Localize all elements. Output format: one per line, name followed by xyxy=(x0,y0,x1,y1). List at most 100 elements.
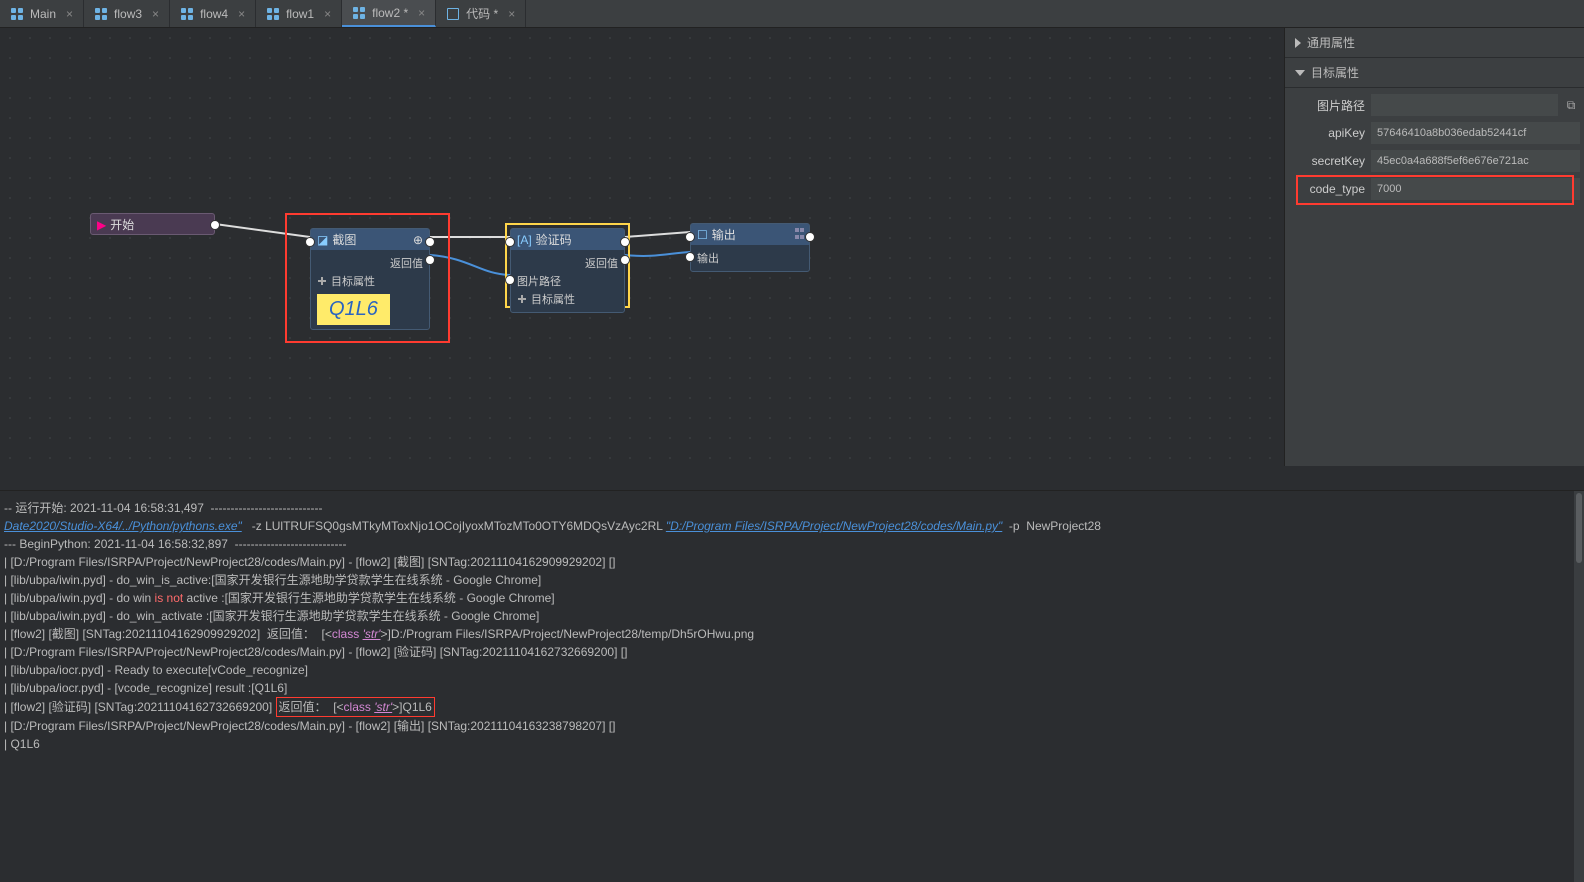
expand-icon[interactable] xyxy=(317,276,327,286)
flow-icon xyxy=(94,7,108,21)
tab-label: flow3 xyxy=(114,7,142,21)
port-in-path[interactable] xyxy=(505,275,515,285)
tab-label: Main xyxy=(30,7,56,21)
prop-label-codetype: code_type xyxy=(1293,182,1371,196)
prop-label-apikey: apiKey xyxy=(1293,126,1371,140)
port-in[interactable] xyxy=(305,237,315,247)
console-line: | [lib/ubpa/iocr.pyd] - [vcode_recognize… xyxy=(4,679,1580,697)
code-icon xyxy=(446,7,460,21)
console-line: | [D:/Program Files/ISRPA/Project/NewPro… xyxy=(4,553,1580,571)
prop-row-apikey: apiKey 57646410a8b036edab52441cf xyxy=(1293,122,1580,144)
play-icon: ▶ xyxy=(97,218,106,232)
tab-label: flow2 * xyxy=(372,6,408,20)
console-line: | [lib/ubpa/iwin.pyd] - do win is not ac… xyxy=(4,589,1580,607)
panel-common[interactable]: 通用属性 xyxy=(1285,28,1584,58)
port-out[interactable] xyxy=(620,237,630,247)
tab-bar: Main × flow3 × flow4 × flow1 × flow2 * × 代码 *… xyxy=(0,0,1584,28)
close-icon[interactable]: × xyxy=(324,7,331,21)
prop-label-imgpath: 图片路径 xyxy=(1293,97,1371,114)
console-link[interactable]: "D:/Program Files/ISRPA/Project/NewProje… xyxy=(666,519,1002,533)
console-line: --- BeginPython: 2021-11-04 16:58:32,897… xyxy=(4,535,1580,553)
console-line: | [flow2] [验证码] [SNTag:20211104162732669… xyxy=(4,697,1580,717)
node-output-title: 输出 xyxy=(712,226,736,243)
console-line: Date2020/Studio-X64/../Python/pythons.ex… xyxy=(4,517,1580,535)
flow-icon xyxy=(180,7,194,21)
console-line: | [D:/Program Files/ISRPA/Project/NewPro… xyxy=(4,643,1580,661)
verify-icon: [A] xyxy=(517,233,532,247)
prop-value-codetype[interactable]: 7000 xyxy=(1371,178,1580,200)
console-link[interactable]: Date2020/Studio-X64/../Python/pythons.ex… xyxy=(4,519,242,533)
prop-row-imgpath: 图片路径 ⧉ xyxy=(1293,94,1580,116)
chevron-right-icon xyxy=(1295,38,1301,48)
prop-value-imgpath[interactable] xyxy=(1371,94,1558,116)
tab-flow1[interactable]: flow1 × xyxy=(256,0,342,27)
capture-icon: ◪ xyxy=(317,233,328,247)
close-icon[interactable]: × xyxy=(508,7,515,21)
browse-icon[interactable]: ⧉ xyxy=(1562,94,1580,116)
target-icon: ⊕ xyxy=(413,233,423,247)
expand-icon[interactable] xyxy=(517,294,527,304)
prop-row-codetype: code_type 7000 xyxy=(1293,178,1580,200)
flow-icon xyxy=(10,7,24,21)
capture-target-label: 目标属性 xyxy=(331,273,375,289)
panel-common-label: 通用属性 xyxy=(1307,34,1355,51)
port-in[interactable] xyxy=(685,232,695,242)
node-capture[interactable]: ◪ 截图 ⊕ 返回值 目标属性 Q1L6 xyxy=(310,228,430,330)
console-line: -- 运行开始: 2021-11-04 16:58:31,497 -------… xyxy=(4,499,1580,517)
tab-flow3[interactable]: flow3 × xyxy=(84,0,170,27)
prop-value-apikey[interactable]: 57646410a8b036edab52441cf xyxy=(1371,122,1580,144)
panel-target-label: 目标属性 xyxy=(1311,64,1359,81)
node-start[interactable]: ▶ 开始 xyxy=(90,213,215,235)
console-panel: -- 运行开始: 2021-11-04 16:58:31,497 -------… xyxy=(0,490,1584,882)
output-icon: ☐ xyxy=(697,228,708,242)
prop-value-secretkey[interactable]: 45ec0a4a688f5ef6e676e721ac xyxy=(1371,150,1580,172)
port-out[interactable] xyxy=(805,232,815,242)
capture-return-label: 返回值 xyxy=(390,255,423,271)
flow-icon xyxy=(266,7,280,21)
close-icon[interactable]: × xyxy=(238,7,245,21)
properties-sidebar: 通用属性 目标属性 图片路径 ⧉ apiKey 57646410a8b036ed… xyxy=(1284,28,1584,466)
node-verify-title: 验证码 xyxy=(536,231,572,248)
flow-canvas[interactable]: ▶ 开始 ◪ 截图 ⊕ 返回值 目标属性 Q1L6 [A] 验证码 返回值 图片路径 目… xyxy=(0,28,1284,466)
tab-label: 代码 * xyxy=(466,5,498,22)
tab-code[interactable]: 代码 * × xyxy=(436,0,526,27)
captcha-preview: Q1L6 xyxy=(317,294,390,325)
port-in[interactable] xyxy=(505,237,515,247)
port-out[interactable] xyxy=(425,237,435,247)
close-icon[interactable]: × xyxy=(152,7,159,21)
grip-icon xyxy=(795,228,805,240)
node-output[interactable]: ☐ 输出 输出 xyxy=(690,223,810,272)
close-icon[interactable]: × xyxy=(418,6,425,20)
console-line: | [lib/ubpa/iocr.pyd] - Ready to execute… xyxy=(4,661,1580,679)
node-capture-title: 截图 xyxy=(332,231,356,248)
verify-return-label: 返回值 xyxy=(585,255,618,271)
node-verify[interactable]: [A] 验证码 返回值 图片路径 目标属性 xyxy=(510,228,625,313)
prop-row-secretkey: secretKey 45ec0a4a688f5ef6e676e721ac xyxy=(1293,150,1580,172)
port-out-return[interactable] xyxy=(620,255,630,265)
tab-flow2[interactable]: flow2 * × xyxy=(342,0,436,27)
port-in-data[interactable] xyxy=(685,252,695,262)
tab-label: flow4 xyxy=(200,7,228,21)
port-out-return[interactable] xyxy=(425,255,435,265)
flow-icon xyxy=(352,6,366,20)
port-out[interactable] xyxy=(210,220,220,230)
console-line: | [lib/ubpa/iwin.pyd] - do_win_activate … xyxy=(4,607,1580,625)
tab-main[interactable]: Main × xyxy=(0,0,84,27)
panel-target[interactable]: 目标属性 xyxy=(1285,58,1584,88)
verify-target-label: 目标属性 xyxy=(531,291,575,307)
prop-label-secretkey: secretKey xyxy=(1293,154,1371,168)
close-icon[interactable]: × xyxy=(66,7,73,21)
tab-flow4[interactable]: flow4 × xyxy=(170,0,256,27)
console-vscroll[interactable] xyxy=(1574,491,1584,882)
chevron-down-icon xyxy=(1295,70,1305,76)
tab-label: flow1 xyxy=(286,7,314,21)
console-line: | [D:/Program Files/ISRPA/Project/NewPro… xyxy=(4,717,1580,735)
console-line: | [lib/ubpa/iwin.pyd] - do_win_is_active… xyxy=(4,571,1580,589)
output-row-label: 输出 xyxy=(697,250,719,266)
node-start-label: 开始 xyxy=(110,216,134,233)
console-line: | [flow2] [截图] [SNTag:202111041629099292… xyxy=(4,625,1580,643)
console-line: | Q1L6 xyxy=(4,735,1580,753)
verify-path-label: 图片路径 xyxy=(517,273,561,289)
wire-layer xyxy=(0,28,1284,466)
scroll-thumb[interactable] xyxy=(1576,493,1582,563)
